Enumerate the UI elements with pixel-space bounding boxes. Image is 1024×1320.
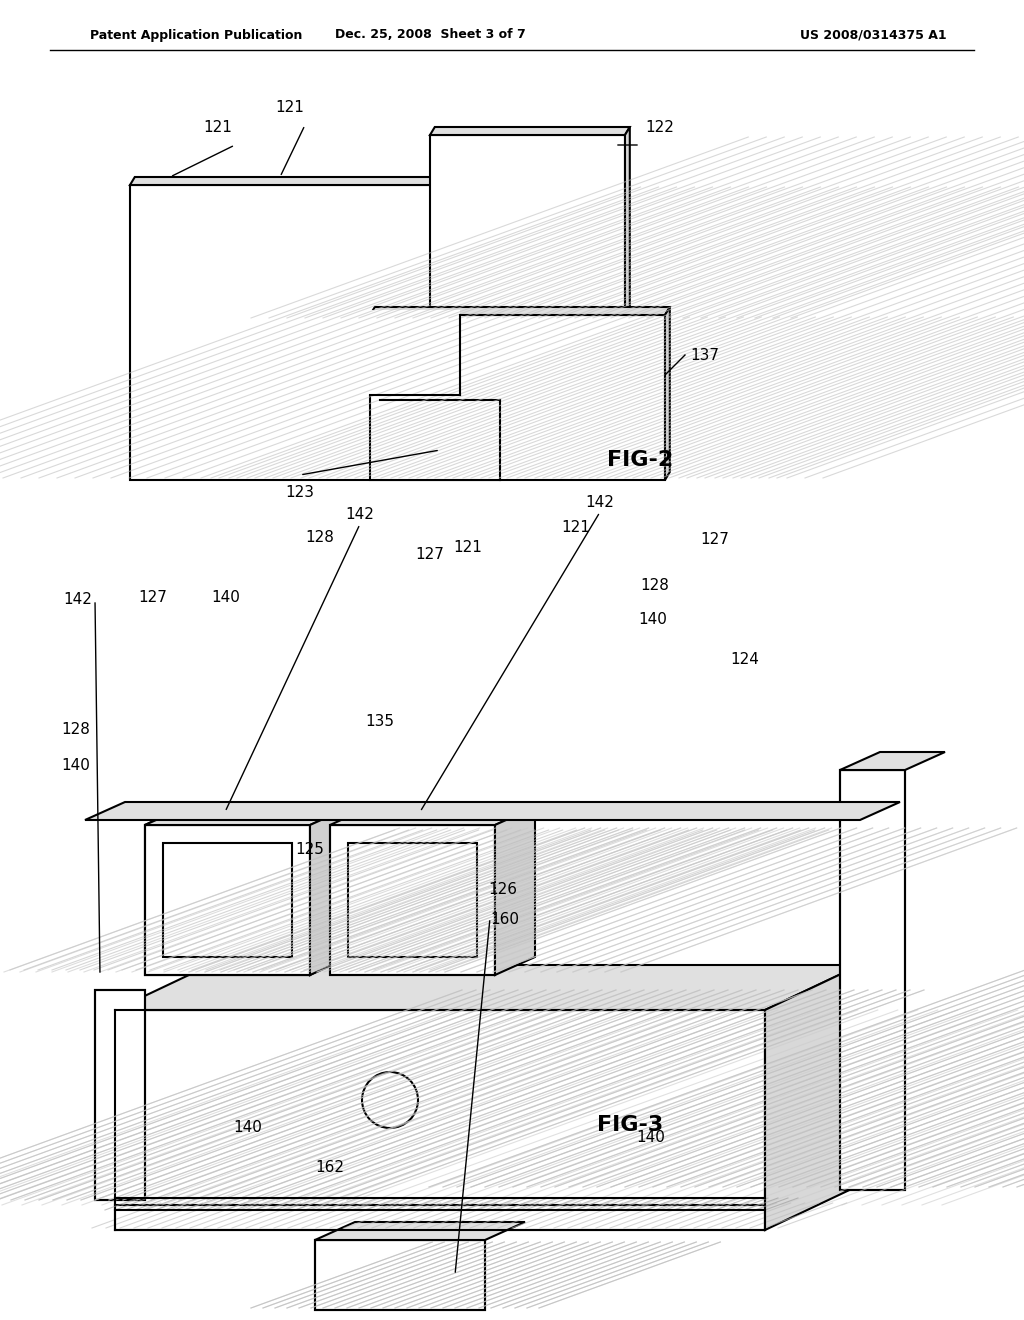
Text: 140: 140: [636, 1130, 665, 1146]
Text: 135: 135: [365, 714, 394, 730]
Text: 128: 128: [640, 578, 669, 593]
Text: Patent Application Publication: Patent Application Publication: [90, 29, 302, 41]
Text: 123: 123: [286, 484, 314, 500]
Polygon shape: [625, 127, 630, 319]
Text: 137: 137: [690, 347, 719, 363]
Polygon shape: [365, 310, 460, 395]
Polygon shape: [840, 752, 945, 770]
Polygon shape: [380, 400, 510, 480]
Text: Dec. 25, 2008  Sheet 3 of 7: Dec. 25, 2008 Sheet 3 of 7: [335, 29, 525, 41]
Polygon shape: [840, 770, 905, 1191]
Text: 160: 160: [490, 912, 519, 928]
Polygon shape: [130, 177, 505, 185]
Text: 122: 122: [645, 120, 674, 135]
Text: FIG-3: FIG-3: [597, 1115, 664, 1135]
Text: 127: 127: [415, 546, 443, 562]
Text: 127: 127: [138, 590, 167, 605]
Polygon shape: [145, 812, 337, 825]
Polygon shape: [370, 315, 665, 480]
Polygon shape: [665, 308, 670, 480]
Polygon shape: [370, 308, 670, 315]
Polygon shape: [145, 825, 310, 975]
Polygon shape: [310, 812, 337, 975]
Text: 128: 128: [61, 722, 90, 738]
Text: 140: 140: [638, 612, 667, 627]
Text: 140: 140: [61, 758, 90, 772]
Text: 128: 128: [305, 531, 335, 545]
Polygon shape: [310, 807, 350, 975]
Polygon shape: [130, 185, 500, 480]
Text: 162: 162: [315, 1160, 344, 1175]
Polygon shape: [85, 803, 900, 820]
Text: FIG-2: FIG-2: [607, 450, 673, 470]
Text: 124: 124: [730, 652, 759, 668]
Text: 127: 127: [700, 532, 729, 548]
Polygon shape: [330, 807, 535, 825]
Text: 126: 126: [488, 883, 517, 898]
Polygon shape: [115, 965, 860, 1010]
Circle shape: [362, 1072, 418, 1129]
Polygon shape: [145, 825, 310, 975]
Text: 142: 142: [345, 507, 375, 521]
Text: 121: 121: [454, 540, 482, 554]
Text: US 2008/0314375 A1: US 2008/0314375 A1: [800, 29, 946, 41]
Text: 142: 142: [63, 593, 92, 607]
Polygon shape: [500, 177, 505, 480]
Polygon shape: [145, 807, 350, 825]
Polygon shape: [315, 1222, 525, 1239]
Polygon shape: [765, 965, 860, 1230]
Polygon shape: [315, 1239, 485, 1309]
Text: 140: 140: [233, 1121, 262, 1135]
Text: 125: 125: [295, 842, 324, 858]
Polygon shape: [115, 1205, 765, 1230]
Polygon shape: [430, 127, 630, 135]
Polygon shape: [430, 135, 625, 319]
Text: 121: 121: [275, 100, 304, 115]
Polygon shape: [330, 825, 495, 975]
Text: 121: 121: [204, 120, 232, 135]
Text: 140: 140: [211, 590, 240, 606]
Text: 142: 142: [586, 495, 614, 510]
Polygon shape: [95, 990, 145, 1200]
Polygon shape: [495, 807, 535, 975]
Polygon shape: [115, 1010, 765, 1205]
Text: 121: 121: [561, 520, 591, 535]
